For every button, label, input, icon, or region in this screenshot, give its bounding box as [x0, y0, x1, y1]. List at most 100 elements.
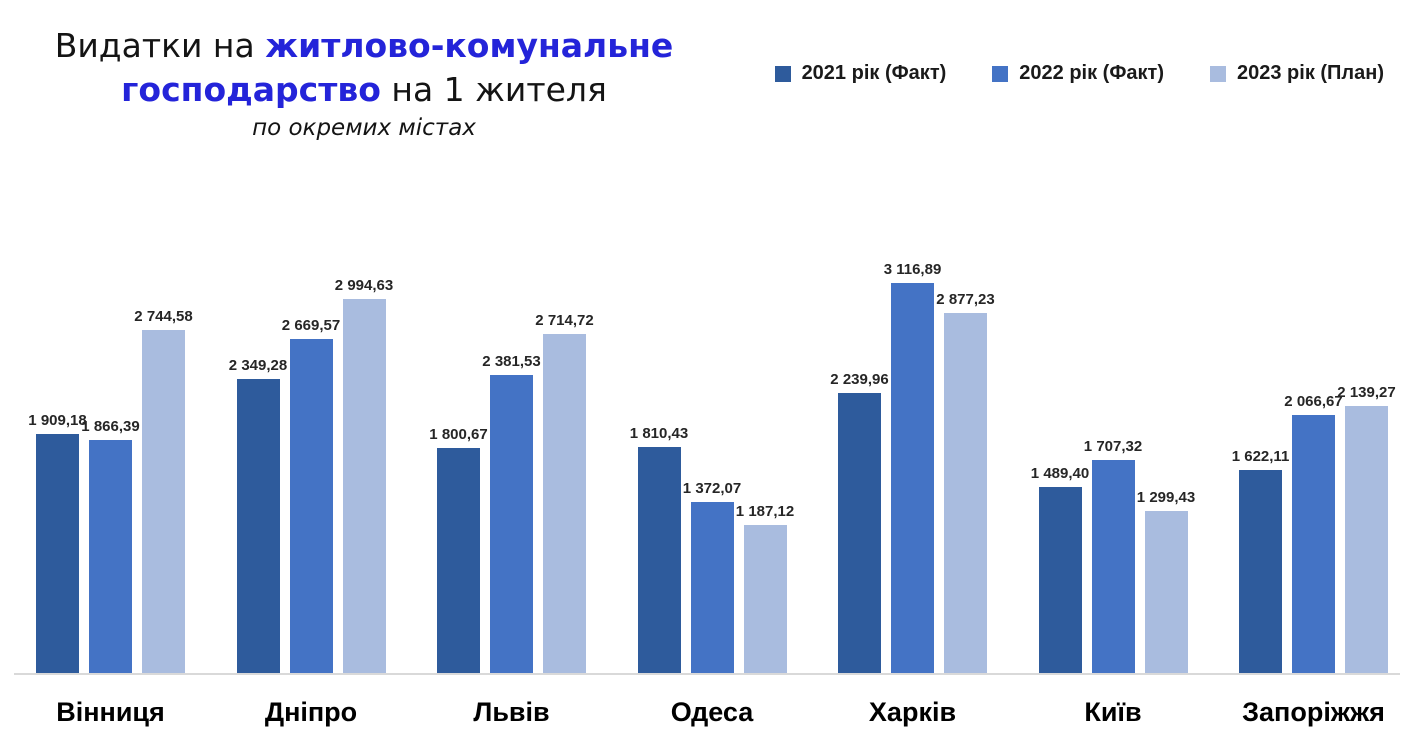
bar — [342, 298, 386, 673]
category-label: Вінниця — [56, 697, 165, 727]
bar-slot: 2 994,63 — [335, 277, 393, 673]
bar-slot: 1 187,12 — [736, 281, 794, 673]
bar-slot: 2 381,53 — [482, 281, 541, 673]
bar-slot: 3 116,89 — [884, 261, 941, 673]
bar-cluster: 1 810,43 1 372,07 1 187,12 — [630, 281, 794, 673]
bar — [1239, 470, 1282, 673]
title-line-1: Видатки на житлово-комунальне — [14, 24, 714, 68]
value-label: 2 349,28 — [228, 357, 288, 375]
value-label: 2 139,27 — [1337, 383, 1396, 401]
bar — [437, 447, 480, 673]
category-label: Київ — [1084, 697, 1142, 727]
bar — [838, 393, 881, 673]
category-group: 2 239,96 3 116,89 2 877,23 Харків — [830, 261, 995, 728]
category-label: Львів — [473, 697, 550, 727]
value-label: 2 066,67 — [1284, 392, 1343, 410]
value-label: 1 622,11 — [1231, 448, 1290, 466]
legend-swatch-icon — [992, 65, 1009, 82]
value-label: 2 877,23 — [936, 291, 995, 309]
bar — [1144, 510, 1188, 673]
category-group: 1 622,11 2 066,67 2 139,27 Запоріжжя — [1232, 281, 1396, 728]
value-label: 2 994,63 — [334, 276, 394, 294]
bar — [142, 329, 185, 673]
title-text-black-1: Видатки на — [54, 26, 266, 65]
bar-slot: 1 489,40 — [1031, 281, 1089, 673]
bar-slot: 2 714,72 — [535, 281, 594, 673]
legend-swatch-icon — [1210, 65, 1226, 82]
category-label: Одеса — [670, 697, 754, 727]
bar — [89, 439, 132, 673]
bar-slot: 1 810,43 — [630, 281, 688, 673]
bar-slot: 1 622,11 — [1232, 281, 1289, 673]
bar-slot: 1 800,67 — [429, 281, 488, 673]
category-label: Харків — [868, 697, 957, 727]
value-label: 1 909,18 — [28, 412, 87, 430]
bar-slot: 2 877,23 — [936, 281, 995, 673]
value-label: 2 239,96 — [830, 371, 889, 389]
value-label: 1 372,07 — [682, 479, 742, 497]
value-label: 1 866,39 — [81, 417, 140, 435]
bar — [236, 379, 280, 673]
value-label: 2 744,58 — [134, 307, 193, 325]
legend-swatch-icon — [774, 65, 791, 82]
bar — [1292, 414, 1335, 673]
bar-slot: 2 349,28 — [229, 281, 287, 673]
title-line-2: господарство на 1 жителя — [14, 68, 714, 112]
legend-label: 2021 рік (Факт) — [801, 62, 947, 84]
value-label: 1 299,43 — [1136, 488, 1196, 506]
bar-slot: 1 909,18 — [28, 281, 87, 673]
category-group: 1 909,18 1 866,39 2 744,58 Вінниця — [28, 281, 193, 728]
value-label: 2 669,57 — [281, 317, 341, 335]
category-group: 2 349,28 2 669,57 2 994,63 Дніпро — [229, 277, 393, 728]
bar — [490, 375, 533, 673]
bar-cluster: 1 800,67 2 381,53 2 714,72 — [429, 281, 594, 673]
category-label: Запоріжжя — [1242, 697, 1385, 727]
bar-slot: 1 866,39 — [81, 281, 140, 673]
bar — [1345, 405, 1388, 673]
legend-item: 2022 рік (Факт) — [992, 62, 1164, 85]
value-label: 1 707,32 — [1083, 437, 1143, 455]
legend-label: 2022 рік (Факт) — [1019, 62, 1164, 84]
bar-slot: 1 707,32 — [1084, 281, 1142, 673]
legend: 2021 рік (Факт) 2022 рік (Факт) 2023 рік (… — [774, 62, 1384, 85]
bar — [637, 446, 681, 673]
bar-cluster: 1 489,40 1 707,32 1 299,43 — [1031, 281, 1195, 673]
category-group: 1 489,40 1 707,32 1 299,43 Київ — [1031, 281, 1195, 728]
value-label: 2 714,72 — [535, 311, 594, 329]
bar — [1038, 486, 1082, 673]
chart-subtitle: по окремих містах — [252, 115, 476, 141]
bar-slot: 2 744,58 — [134, 281, 193, 673]
bar-chart: 1 909,18 1 866,39 2 744,58 Вінниця 2 349,28 2… — [14, 261, 1400, 728]
bar-cluster: 2 239,96 3 116,89 2 877,23 — [830, 261, 995, 673]
bar — [690, 501, 734, 673]
title-text-black-2: на 1 жителя — [380, 70, 607, 109]
bar-cluster: 2 349,28 2 669,57 2 994,63 — [229, 277, 393, 673]
bar-slot: 1 372,07 — [683, 281, 741, 673]
bar — [289, 339, 333, 673]
bar-slot: 1 299,43 — [1137, 281, 1195, 673]
chart-title: Видатки на житлово-комунальне господарст… — [14, 24, 714, 141]
value-label: 2 381,53 — [482, 353, 541, 371]
legend-label: 2023 рік (План) — [1237, 62, 1384, 84]
bar-slot: 2 669,57 — [282, 281, 340, 673]
bar — [36, 434, 79, 673]
bar-groups: 1 909,18 1 866,39 2 744,58 Вінниця 2 349,28 2… — [28, 261, 1396, 728]
bar — [1091, 459, 1135, 673]
value-label: 1 187,12 — [735, 502, 795, 520]
value-label: 1 489,40 — [1030, 464, 1090, 482]
bar-slot: 2 239,96 — [830, 281, 889, 673]
bar-cluster: 1 909,18 1 866,39 2 744,58 — [28, 281, 193, 673]
bar — [543, 333, 586, 673]
bar-slot: 2 139,27 — [1337, 281, 1396, 673]
category-label: Дніпро — [264, 697, 358, 727]
legend-item: 2021 рік (Факт) — [774, 62, 947, 85]
bar — [743, 524, 787, 673]
value-label: 1 800,67 — [429, 425, 488, 443]
value-label: 1 810,43 — [629, 424, 689, 442]
title-text-blue-1: житлово-комунальне — [265, 26, 674, 65]
title-text-blue-2: господарство — [121, 70, 381, 109]
legend-item: 2023 рік (План) — [1210, 62, 1384, 85]
value-label: 3 116,89 — [883, 261, 942, 279]
bar-slot: 2 066,67 — [1284, 281, 1343, 673]
